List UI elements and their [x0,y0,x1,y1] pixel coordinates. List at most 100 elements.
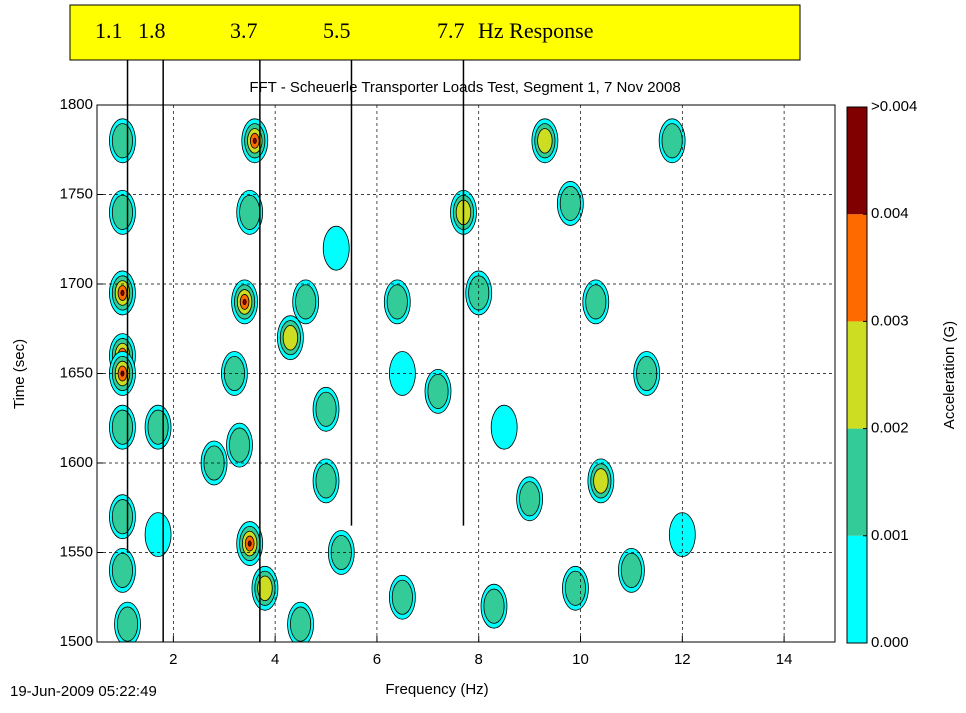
contour-level [295,284,317,320]
contour-blob [490,404,518,450]
contour-blob [144,404,172,450]
contour-blob [658,118,686,164]
colorbar-tick-label: 0.003 [871,312,909,329]
contour-level [315,463,337,499]
contour-level [111,409,133,445]
plot-frame [96,104,836,643]
contour-blob [562,565,589,611]
contour-blob [231,279,259,325]
colorbar-segment [847,535,867,643]
contour-blob [226,422,253,468]
contour-blob [587,458,615,504]
contour-blob [556,181,584,226]
y-tick-label: 1800 [60,96,93,113]
contour-blob [312,386,340,432]
contour-level [111,499,133,535]
contour-blob [480,583,508,629]
contour-level [564,570,586,606]
colorbar-segment [847,107,867,215]
contour-blob [383,279,411,325]
y-axis-label: Time (sec) [11,339,28,409]
contour-blob [582,279,610,325]
y-tick-label: 1600 [60,454,93,471]
y-tick-label: 1650 [60,364,93,381]
colorbar-tick-label: >0.004 [871,98,917,115]
contour-blob [531,118,559,164]
contour-level [239,194,261,230]
x-tick-label: 4 [271,651,279,668]
contour-blob [200,440,228,486]
contour-blob [251,565,279,611]
chart-title: FFT - Scheuerle Transporter Loads Test, … [249,79,680,96]
x-tick-label: 2 [169,651,177,668]
contour-blob [114,601,141,642]
x-tick-label: 6 [373,651,381,668]
contour-blob [109,189,136,235]
contour-blob [241,118,269,164]
contour-blob [109,548,136,593]
contour-level [282,324,299,351]
annotation-label: 5.5 [323,18,351,43]
annotation-title: Hz Response [478,18,593,43]
contour-blob [312,458,340,504]
colorbar-tick-label: 0.002 [871,420,909,437]
contour-level [427,373,449,409]
x-tick-label: 8 [475,651,483,668]
contour-blob [236,521,264,566]
contour-blob [109,118,136,164]
contour-level [116,606,139,642]
contour-level [290,606,312,642]
x-tick-label: 12 [674,651,691,668]
plot-area [109,118,696,642]
contour-level [322,225,350,271]
contour-level [593,468,609,494]
contour-level [620,552,642,588]
colorbar-tick-label: 0.004 [871,205,909,222]
contour-blob [424,368,452,414]
contour-blob [109,494,136,540]
contour-blob [221,351,248,396]
contour-blob [516,476,544,522]
annotation-label: 3.7 [230,18,258,43]
colorbar-frame [846,106,868,644]
contour-level [519,481,541,517]
y-tick-label: 1550 [60,543,93,560]
contour-blob [618,548,645,593]
contour-level [330,534,352,571]
contour-level [391,579,413,615]
contour-level [111,552,133,588]
contour-blob [287,601,314,642]
x-tick-label: 10 [572,651,589,668]
contour-level [252,137,257,144]
colorbar-label: Acceleration (G) [941,321,958,429]
contour-level [257,575,273,602]
contour-level [144,512,172,557]
contour-blob [292,279,320,325]
contour-level [585,284,607,320]
annotation-label: 1.1 [95,18,123,43]
y-tick-label: 1500 [60,633,93,650]
contour-blob [236,189,264,235]
contour-blob [388,574,416,620]
contour-blob [109,404,136,450]
contour-level [111,123,133,159]
contour-blob [633,351,661,396]
contour-level [483,588,505,624]
colorbar-segment [847,214,867,322]
contour-blob [322,225,350,271]
annotation-label: 1.8 [138,18,166,43]
contour-level [315,391,337,427]
contour-blob [327,530,355,575]
colorbar-segment [847,428,867,536]
contour-level [386,284,408,320]
contour-level [228,427,251,463]
contour-level [247,540,252,547]
contours [109,118,696,642]
annotation-label: 7.7 [437,18,465,43]
y-tick-label: 1750 [60,185,93,202]
contour-level [242,298,247,305]
y-tick-label: 1700 [60,275,93,292]
colorbar-tick-label: 0.001 [871,527,909,544]
colorbar-segment [847,321,867,429]
